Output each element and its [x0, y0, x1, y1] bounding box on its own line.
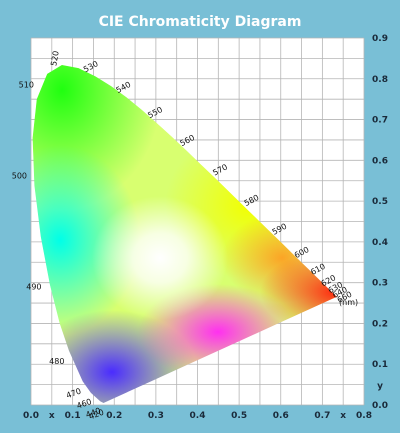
- y-tick-label: 0.6: [372, 156, 388, 166]
- x-tick-label: 0.0: [23, 411, 39, 421]
- wavelength-label: 500: [12, 172, 27, 181]
- y-tick-label: 0.0: [372, 401, 388, 411]
- y-tick-label: 0.4: [372, 238, 388, 248]
- y-tick-label: 0.2: [372, 319, 388, 329]
- y-axis-label: y: [377, 382, 383, 392]
- wavelength-unit-label: (nm): [339, 298, 358, 307]
- y-axis-ticks: 0.0 0.1 0.2 0.3 0.4 0.5 0.6 0.7 0.8 0.9 y: [372, 34, 388, 411]
- x-tick-label: 0.6: [273, 411, 289, 421]
- x-axis-ticks: 0.0 0.1 0.2 0.3 0.4 0.5 0.6 0.7 0.8 x x: [23, 411, 372, 421]
- y-tick-label: 0.9: [372, 34, 388, 44]
- x-axis-label: x: [340, 411, 346, 421]
- x-tick-label: 0.8: [356, 411, 372, 421]
- y-tick-label: 0.3: [372, 279, 388, 289]
- wavelength-label: 520: [49, 50, 61, 67]
- x-tick-label: 0.5: [231, 411, 247, 421]
- x-tick-label: 0.3: [148, 411, 164, 421]
- x-tick-label: 0.1: [65, 411, 81, 421]
- green-region: [32, 65, 162, 210]
- x-tick-label: 0.7: [314, 411, 330, 421]
- chart-title: CIE Chromaticity Diagram: [99, 14, 302, 30]
- cyan-region: [32, 145, 140, 335]
- y-tick-label: 0.8: [372, 75, 388, 85]
- y-tick-label: 0.7: [372, 116, 388, 126]
- x-tick-label: 0.2: [106, 411, 122, 421]
- wavelength-label: 510: [19, 81, 34, 90]
- y-tick-label: 0.5: [372, 197, 388, 207]
- x-axis-label: x: [49, 411, 55, 421]
- wavelength-label: 480: [49, 357, 64, 366]
- y-tick-label: 0.1: [372, 360, 388, 370]
- wavelength-label: 490: [26, 283, 41, 292]
- x-tick-label: 0.4: [190, 411, 206, 421]
- white-point-region: [92, 196, 228, 320]
